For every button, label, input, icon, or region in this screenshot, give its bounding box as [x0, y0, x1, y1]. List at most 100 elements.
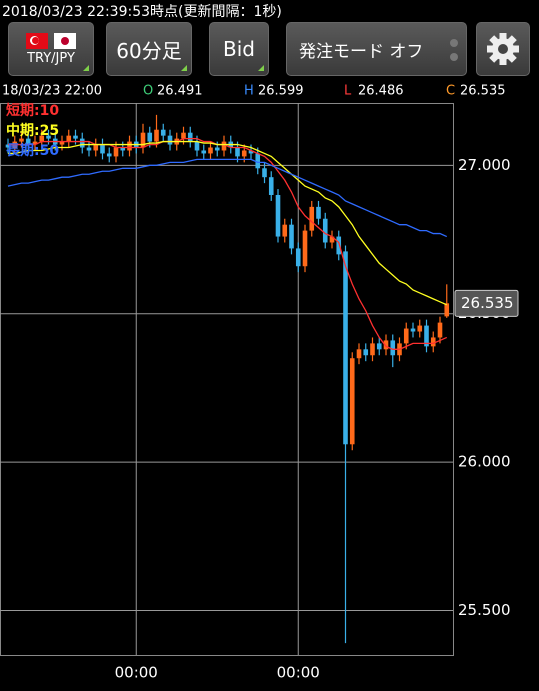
candle-body [181, 132, 186, 139]
pair-label: TRY/JPY [27, 50, 75, 66]
candle-body [295, 248, 301, 267]
y-tick-label: 26.000 [458, 453, 511, 471]
ohlc-label: H [244, 84, 254, 99]
candle-body [19, 138, 24, 142]
status-text: 2018/03/23 22:39:53時点(更新間隔：1秒) [2, 4, 282, 20]
candle-body [73, 135, 78, 139]
ohlc-header-bg [0, 82, 539, 102]
y-tick-label: 25.500 [458, 601, 511, 619]
order-mode-button[interactable]: 発注モード オフ [286, 22, 467, 76]
ohlc-label: L [344, 84, 352, 99]
legend-entry: 長期:50 [6, 143, 59, 159]
side-button[interactable]: Bid [209, 22, 269, 76]
candle-body [39, 135, 45, 142]
candle-body [32, 141, 38, 145]
candle-body [248, 150, 254, 154]
legend-entry: 短期:10 [6, 102, 59, 119]
candle-body [343, 251, 348, 445]
candle-body [289, 224, 294, 249]
candle-body [66, 135, 72, 142]
candle-body [86, 147, 92, 151]
timeframe-button[interactable]: 60分足 [106, 22, 192, 76]
candle-body [268, 177, 274, 195]
settings-button[interactable] [476, 22, 530, 76]
candle-body [417, 325, 423, 332]
flags [26, 32, 76, 49]
candle-body [424, 325, 429, 347]
candle-body [201, 150, 207, 154]
flag-jp [54, 32, 76, 49]
candle-body [437, 322, 443, 338]
candle-body [241, 150, 247, 157]
candle-body [302, 230, 308, 267]
candle-body [322, 218, 328, 243]
candle-body [167, 135, 173, 145]
candle-body [127, 141, 132, 151]
candle-body [255, 153, 261, 169]
candle-body [25, 138, 31, 145]
candle-body [410, 328, 416, 332]
legend-entry: 中期:25 [6, 122, 59, 139]
candle-body [262, 168, 267, 178]
candle-body [46, 135, 51, 139]
candle-body [390, 340, 396, 356]
ohlc-label: O [143, 84, 153, 99]
candle-body [5, 144, 11, 148]
ohlc-value: 26.491 [157, 84, 203, 99]
candle-body [444, 303, 450, 317]
candle-body [336, 236, 342, 255]
candle-body [113, 147, 119, 157]
ohlc-value: 26.599 [258, 84, 304, 99]
candle-body [120, 147, 126, 151]
candle-body [160, 129, 166, 136]
candle-body [208, 147, 213, 154]
plot-frame [0, 103, 454, 656]
ma-line [8, 140, 448, 306]
y-tick-label: 27.000 [458, 156, 511, 174]
candle-body [349, 358, 355, 445]
candle-body [403, 328, 409, 344]
candle-body [370, 343, 375, 356]
x-tick-label: 00:00 [115, 664, 158, 682]
ohlc-label: C [446, 84, 455, 99]
candle-body [376, 343, 382, 350]
ohlc-date: 18/03/23 22:00 [2, 84, 102, 99]
candle-body [100, 144, 105, 154]
x-tick-label: 00:00 [277, 664, 320, 682]
flag-tr [26, 32, 48, 49]
gear-icon [487, 33, 519, 65]
side-label: Bid [223, 37, 255, 61]
candle-body [59, 141, 65, 145]
pair-button[interactable]: TRY/JPY [8, 22, 94, 76]
candle-body [383, 340, 389, 350]
candle-body [235, 147, 240, 157]
order-mode-label: 発注モード オフ [299, 41, 424, 62]
candle-body [221, 141, 227, 151]
candle-body [329, 236, 335, 243]
price-tag-label: 26.535 [461, 294, 514, 312]
candle-body [194, 141, 200, 151]
ohlc-value: 26.486 [358, 84, 404, 99]
candle-body [356, 349, 362, 359]
candle-body [309, 206, 315, 231]
candle-body [316, 206, 321, 219]
ma-line [7, 158, 448, 238]
candle-body [430, 337, 436, 347]
candle-body [187, 132, 193, 142]
candle-body [93, 144, 99, 151]
candle-body [214, 147, 220, 151]
candle-body [282, 224, 288, 237]
candle-body [106, 153, 112, 157]
ma-line [8, 137, 448, 350]
price-tag [454, 289, 519, 317]
candle-body [140, 132, 146, 148]
candle-body [275, 195, 281, 237]
ohlc-value: 26.535 [460, 84, 506, 99]
candle-body [147, 132, 153, 142]
candle-body [79, 138, 85, 148]
candle-body [154, 129, 159, 142]
timeframe-label: 60分足 [116, 38, 182, 63]
candle-body [363, 349, 369, 356]
